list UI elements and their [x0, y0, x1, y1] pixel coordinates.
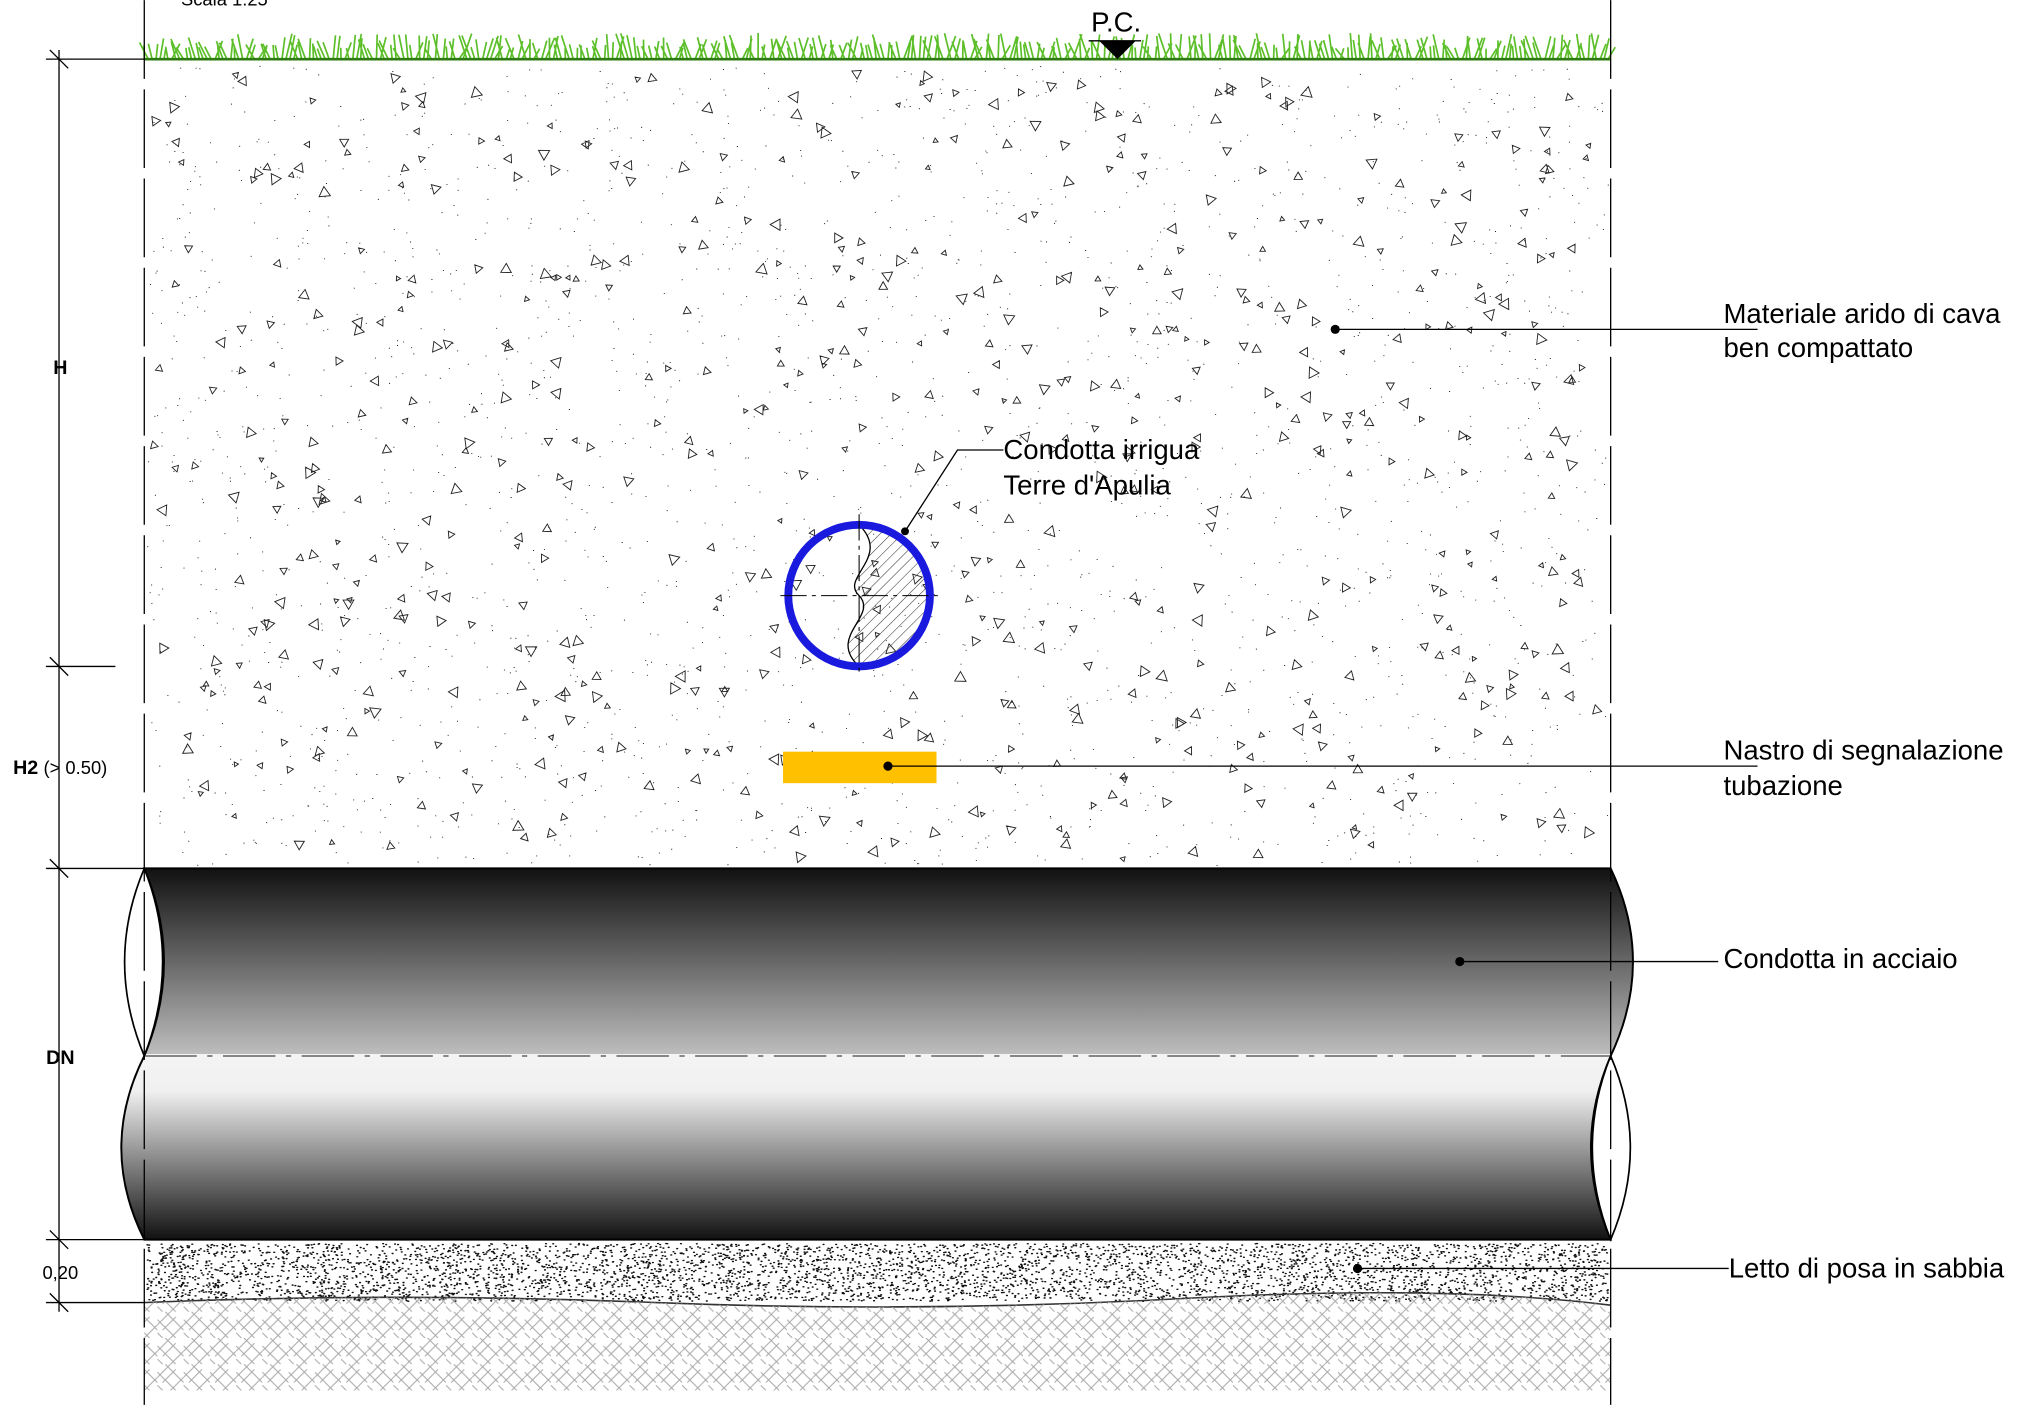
callout-line: ben compattato [1723, 332, 1913, 363]
dimension-note: (> 0.50) [44, 757, 108, 778]
ground-level-label: P.C. [1091, 7, 1141, 38]
backfill [144, 59, 1611, 869]
irrigation-pipe [780, 514, 938, 677]
dimension-label: H2 (> 0.50) [13, 757, 107, 779]
leaders [887, 328, 1758, 1270]
callout-line: Terre d'Apulia [1003, 470, 1171, 501]
warning-tape [783, 751, 937, 784]
dimension-label: H [53, 357, 67, 379]
dimension-label: 0,20 [42, 1262, 78, 1283]
grass [138, 32, 1616, 60]
callout-line: Letto di posa in sabbia [1729, 1253, 2005, 1284]
dimension-label: H2 [13, 757, 38, 779]
callout-line: Nastro di segnalazione [1723, 735, 2003, 766]
sand-texture [146, 1242, 1610, 1302]
steel-pipe [120, 867, 1634, 1241]
callout-line: Condotta irrigua [1003, 434, 1200, 465]
dimension-label: DN [46, 1047, 74, 1069]
backfill-texture [147, 65, 1609, 866]
callout-line: Condotta in acciaio [1723, 943, 1957, 974]
callout-line: tubazione [1723, 770, 1842, 801]
dimension-line [45, 49, 145, 1313]
callout-line: Materiale arido di cava [1723, 298, 2001, 329]
ground-level-marker [1099, 40, 1136, 60]
native-soil [144, 1292, 1611, 1391]
leader-dots [883, 324, 1465, 1274]
scale-label: Scala 1:25 [181, 0, 268, 9]
